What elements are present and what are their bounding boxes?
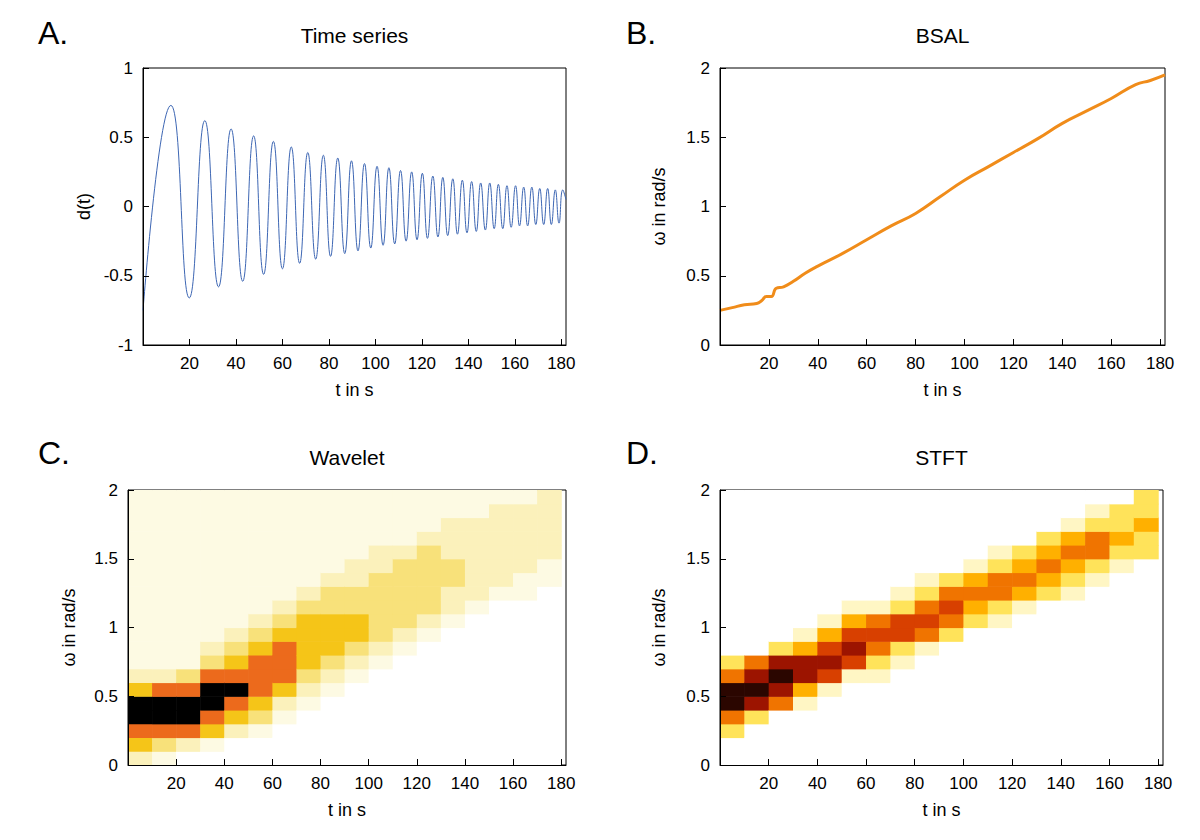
- svg-text:1.5: 1.5: [686, 128, 710, 147]
- svg-text:0: 0: [701, 336, 710, 355]
- svg-text:40: 40: [227, 354, 246, 373]
- svg-text:-1: -1: [118, 336, 133, 355]
- svg-text:1: 1: [701, 197, 710, 216]
- svg-text:0.5: 0.5: [94, 687, 118, 706]
- svg-text:0.5: 0.5: [109, 128, 133, 147]
- svg-text:0: 0: [701, 756, 710, 775]
- svg-text:t in s: t in s: [328, 800, 366, 820]
- svg-text:0: 0: [124, 197, 133, 216]
- svg-text:180: 180: [547, 774, 575, 793]
- svg-text:100: 100: [949, 774, 977, 793]
- svg-text:C.: C.: [38, 435, 70, 471]
- svg-text:0.5: 0.5: [686, 687, 710, 706]
- svg-text:20: 20: [759, 354, 778, 373]
- svg-text:140: 140: [1048, 354, 1076, 373]
- svg-text:ω in rad/s: ω in rad/s: [649, 167, 669, 245]
- svg-text:80: 80: [319, 354, 338, 373]
- svg-text:1: 1: [109, 618, 118, 637]
- svg-text:ω in rad/s: ω in rad/s: [649, 588, 669, 666]
- svg-text:180: 180: [547, 354, 575, 373]
- svg-text:120: 120: [403, 774, 431, 793]
- svg-text:80: 80: [311, 774, 330, 793]
- svg-text:60: 60: [263, 774, 282, 793]
- svg-text:160: 160: [501, 354, 529, 373]
- svg-text:t in s: t in s: [923, 380, 961, 400]
- svg-text:20: 20: [180, 354, 199, 373]
- svg-text:180: 180: [1144, 774, 1172, 793]
- svg-text:A.: A.: [38, 15, 68, 51]
- svg-text:120: 120: [408, 354, 436, 373]
- svg-text:80: 80: [906, 354, 925, 373]
- svg-text:100: 100: [354, 774, 382, 793]
- svg-text:BSAL: BSAL: [916, 24, 970, 47]
- svg-text:2: 2: [701, 481, 710, 500]
- svg-text:20: 20: [167, 774, 186, 793]
- svg-text:d(t): d(t): [74, 193, 94, 220]
- svg-text:160: 160: [1097, 354, 1125, 373]
- svg-text:1: 1: [701, 618, 710, 637]
- svg-text:B.: B.: [626, 15, 656, 51]
- svg-text:80: 80: [905, 774, 924, 793]
- svg-text:60: 60: [857, 354, 876, 373]
- svg-text:120: 120: [999, 354, 1027, 373]
- svg-text:2: 2: [701, 59, 710, 78]
- svg-text:60: 60: [857, 774, 876, 793]
- svg-text:STFT: STFT: [915, 446, 968, 469]
- svg-text:40: 40: [808, 774, 827, 793]
- svg-text:20: 20: [759, 774, 778, 793]
- svg-text:100: 100: [361, 354, 389, 373]
- svg-text:Time series: Time series: [301, 24, 409, 47]
- svg-text:120: 120: [998, 774, 1026, 793]
- svg-text:160: 160: [1095, 774, 1123, 793]
- svg-text:Wavelet: Wavelet: [309, 446, 384, 469]
- svg-text:0.5: 0.5: [686, 266, 710, 285]
- svg-text:140: 140: [454, 354, 482, 373]
- svg-text:140: 140: [1047, 774, 1075, 793]
- svg-text:0: 0: [109, 756, 118, 775]
- svg-text:1: 1: [124, 59, 133, 78]
- svg-text:t in s: t in s: [922, 800, 960, 820]
- svg-text:ω in rad/s: ω in rad/s: [59, 588, 79, 666]
- svg-text:160: 160: [499, 774, 527, 793]
- svg-text:40: 40: [808, 354, 827, 373]
- svg-text:1.5: 1.5: [94, 549, 118, 568]
- svg-text:140: 140: [451, 774, 479, 793]
- svg-text:40: 40: [215, 774, 234, 793]
- svg-text:D.: D.: [626, 435, 658, 471]
- svg-text:-0.5: -0.5: [104, 266, 133, 285]
- svg-text:180: 180: [1146, 354, 1174, 373]
- svg-text:60: 60: [273, 354, 292, 373]
- svg-text:t in s: t in s: [335, 380, 373, 400]
- svg-text:100: 100: [950, 354, 978, 373]
- svg-text:1.5: 1.5: [686, 549, 710, 568]
- svg-text:2: 2: [109, 481, 118, 500]
